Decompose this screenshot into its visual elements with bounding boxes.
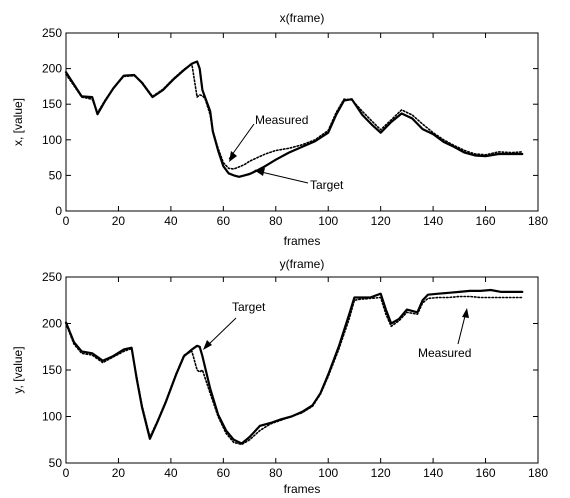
y-tick-label: 0 xyxy=(55,204,62,218)
annotation-target-arrow xyxy=(205,317,237,348)
x-tick-label: 80 xyxy=(269,466,283,480)
annotation-measured-label: Measured xyxy=(418,346,471,360)
annotation-target-arrowhead xyxy=(203,340,212,350)
x-tick-label: 0 xyxy=(63,466,70,480)
y-tick-label: 50 xyxy=(49,168,63,182)
x-axis-label: frames xyxy=(284,234,321,248)
y-axis-label: y, [value] xyxy=(11,346,25,393)
y-tick-label: 150 xyxy=(42,97,62,111)
x-tick-label: 180 xyxy=(528,466,548,480)
plot-frame xyxy=(65,32,539,212)
x-tick-label: 100 xyxy=(318,214,338,228)
x-tick-label: 120 xyxy=(371,466,391,480)
tick-layer: 0 20 40 60 80 100 120 140 160 180 50 100 150 200 250 xyxy=(42,270,548,480)
annotation-target-arrow xyxy=(256,170,309,184)
annotation-measured: Measured xyxy=(228,113,308,162)
chart-x-frame: x(frame) 0 20 40 60 80 100 120 140 160 180 0 50 100 1… xyxy=(11,11,548,248)
x-tick-label: 20 xyxy=(112,466,126,480)
x-tick-label: 20 xyxy=(112,214,126,228)
y-tick-label: 200 xyxy=(42,62,62,76)
x-tick-label: 40 xyxy=(164,466,178,480)
y-axis-label: x, [value] xyxy=(11,98,25,146)
y-tick-label: 200 xyxy=(42,317,62,331)
annotation-target-label: Target xyxy=(232,300,266,314)
y-tick-label: 50 xyxy=(49,456,63,470)
y-tick-label: 100 xyxy=(42,410,62,424)
annotation-measured-label: Measured xyxy=(255,113,308,127)
annotation-target-arrowhead xyxy=(254,168,265,176)
annotation-measured-arrowhead xyxy=(462,308,469,318)
series-layer xyxy=(64,60,524,178)
annotation-target-label: Target xyxy=(310,178,344,192)
y-tick-label: 100 xyxy=(42,133,62,147)
tick-layer: 0 20 40 60 80 100 120 140 160 180 0 50 100 150 200 250 xyxy=(42,26,548,228)
x-tick-label: 120 xyxy=(371,214,391,228)
x-tick-label: 80 xyxy=(269,214,283,228)
chart-title: x(frame) xyxy=(280,11,325,25)
series-layer xyxy=(64,288,524,446)
x-tick-label: 40 xyxy=(164,214,178,228)
x-tick-label: 0 xyxy=(63,214,70,228)
series-line-target xyxy=(64,60,524,178)
annotation-target: Target xyxy=(203,300,266,350)
annotation-measured: Measured xyxy=(418,308,471,360)
series-line-target xyxy=(64,288,524,445)
y-tick-label: 250 xyxy=(42,26,62,40)
x-tick-label: 60 xyxy=(217,214,231,228)
x-tick-label: 180 xyxy=(528,214,548,228)
x-tick-label: 160 xyxy=(476,466,496,480)
x-tick-label: 140 xyxy=(423,214,443,228)
y-tick-label: 250 xyxy=(42,270,62,284)
y-tick-label: 150 xyxy=(42,363,62,377)
annotation-target: Target xyxy=(254,168,344,192)
x-axis-label: frames xyxy=(284,482,321,496)
x-tick-label: 140 xyxy=(423,466,443,480)
x-tick-label: 160 xyxy=(476,214,496,228)
chart-y-frame: y(frame) 0 20 40 60 80 100 120 140 160 180 50 100 15… xyxy=(11,257,548,496)
annotation-measured-arrowhead xyxy=(229,151,237,162)
chart-title: y(frame) xyxy=(280,257,325,271)
x-tick-label: 60 xyxy=(217,466,231,480)
x-tick-label: 100 xyxy=(318,466,338,480)
